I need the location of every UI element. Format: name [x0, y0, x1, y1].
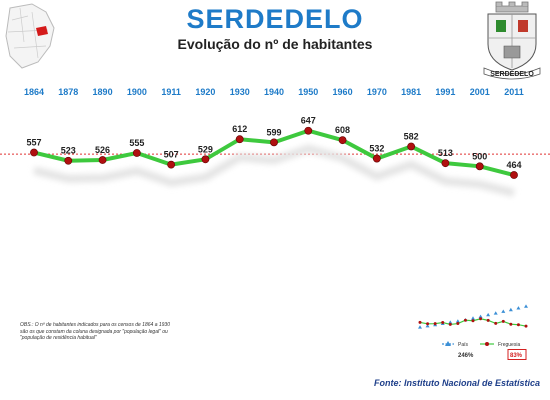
data-label: 507 [164, 150, 179, 160]
mini-freguesia-point [479, 317, 483, 321]
data-point [167, 160, 176, 169]
x-tick-label: 1970 [367, 87, 387, 97]
mini-pais-point [524, 304, 528, 308]
mini-freguesia-point [418, 320, 422, 324]
mini-pais-point [455, 319, 460, 323]
data-label: 582 [404, 131, 419, 141]
series-shadow [33, 144, 515, 197]
observation-note: OBS.: O nº de habitantes indicados para … [20, 322, 170, 341]
x-tick-label: 1911 [161, 87, 181, 97]
data-point [30, 148, 38, 157]
mini-pais-point [478, 314, 483, 318]
mini-freguesia-point [433, 322, 437, 326]
x-tick-label: 1900 [127, 87, 147, 97]
x-tick-label: 1991 [435, 87, 455, 97]
data-label: 523 [61, 146, 76, 156]
mini-series-pais [418, 304, 528, 329]
legend-circle-icon [485, 342, 489, 346]
mini-freguesia-point [471, 319, 475, 323]
data-point [132, 149, 141, 157]
mini-freguesia-point [516, 323, 520, 327]
data-label: 464 [506, 160, 521, 170]
mini-freguesia-point [501, 319, 505, 323]
mini-freguesia-point [448, 322, 452, 326]
x-axis-labels: 1864 1878 1890 1900 1911 1920 1930 1940 1950 1960… [24, 87, 524, 97]
x-tick-label: 1981 [401, 87, 421, 97]
mini-pais-point [516, 306, 521, 310]
x-tick-label: 1960 [333, 87, 353, 97]
mini-pais-point [418, 325, 422, 329]
x-tick-label: 1950 [298, 87, 318, 97]
data-label: 647 [301, 116, 316, 126]
page-title: SERDEDELO [186, 4, 364, 34]
data-point [98, 156, 107, 164]
mini-legend-freguesia: Freguesia [498, 342, 520, 348]
data-label: 532 [369, 144, 384, 154]
mini-pais-point [493, 311, 498, 315]
mini-pais-point [508, 307, 513, 312]
x-tick-label: 1878 [58, 87, 78, 97]
mini-comparison-chart: País Freguesia 246% 83% [418, 304, 528, 360]
data-label: 555 [129, 138, 144, 148]
mini-pais-point [471, 316, 475, 320]
parish-crest: SERDEDELO [483, 1, 541, 80]
mini-freguesia-point [494, 321, 498, 325]
data-point [338, 136, 347, 145]
location-map-thumbnail [5, 3, 55, 69]
data-label: 513 [438, 148, 453, 158]
x-tick-label: 2001 [470, 87, 490, 97]
data-label: 599 [266, 127, 281, 137]
data-label: 526 [95, 145, 110, 155]
data-point [441, 159, 450, 168]
mini-pais-point [486, 312, 491, 317]
data-point [475, 162, 484, 171]
data-label: 608 [335, 125, 350, 135]
x-tick-label: 1864 [24, 87, 44, 97]
x-tick-label: 1890 [93, 87, 113, 97]
data-label: 612 [232, 124, 247, 134]
x-tick-label: 1930 [230, 87, 250, 97]
mini-pct-highlight-box [507, 349, 527, 360]
data-label: 500 [472, 151, 487, 161]
crest-crown-icon [495, 5, 529, 13]
data-labels: 557 523 526 555 507 529 612 599 647 608 532 582 513 5… [26, 116, 521, 170]
crest-label: SERDEDELO [490, 71, 534, 78]
data-point [510, 171, 518, 179]
chart-subtitle: Evolução do nº de habitantes [177, 36, 373, 52]
data-point [304, 126, 313, 135]
data-point [407, 142, 416, 151]
data-point [235, 135, 244, 144]
data-point [201, 155, 210, 164]
mini-pais-point [448, 320, 453, 324]
mini-freguesia-point [426, 322, 430, 326]
mini-freguesia-point [463, 318, 467, 322]
mini-freguesia-point [486, 318, 490, 322]
data-point [270, 138, 278, 147]
mini-pct-freguesia: 83% [510, 353, 523, 359]
mini-freguesia-point [441, 321, 445, 324]
source-caption: Fonte: Instituto Nacional de Estatística [373, 378, 540, 388]
data-label: 529 [198, 144, 213, 154]
mini-freguesia-point [509, 322, 513, 326]
mini-pct-pais: 246% [458, 353, 474, 359]
mini-freguesia-point [456, 322, 460, 326]
data-point [64, 156, 73, 165]
mini-pais-point [501, 309, 506, 313]
x-tick-label: 2011 [504, 87, 524, 97]
mini-legend-pais: País [458, 342, 469, 348]
mini-pais-point [425, 324, 430, 328]
data-label: 557 [26, 138, 41, 148]
x-tick-label: 1940 [264, 87, 284, 97]
legend-triangle-icon [445, 341, 451, 346]
data-point [372, 154, 381, 163]
x-tick-label: 1920 [195, 87, 215, 97]
mini-series-freguesia [418, 317, 528, 328]
parish-location-marker [36, 26, 48, 36]
series-layer [30, 126, 518, 197]
mini-freguesia-point [524, 324, 528, 328]
mini-legend: País Freguesia 246% 83% [442, 341, 527, 360]
